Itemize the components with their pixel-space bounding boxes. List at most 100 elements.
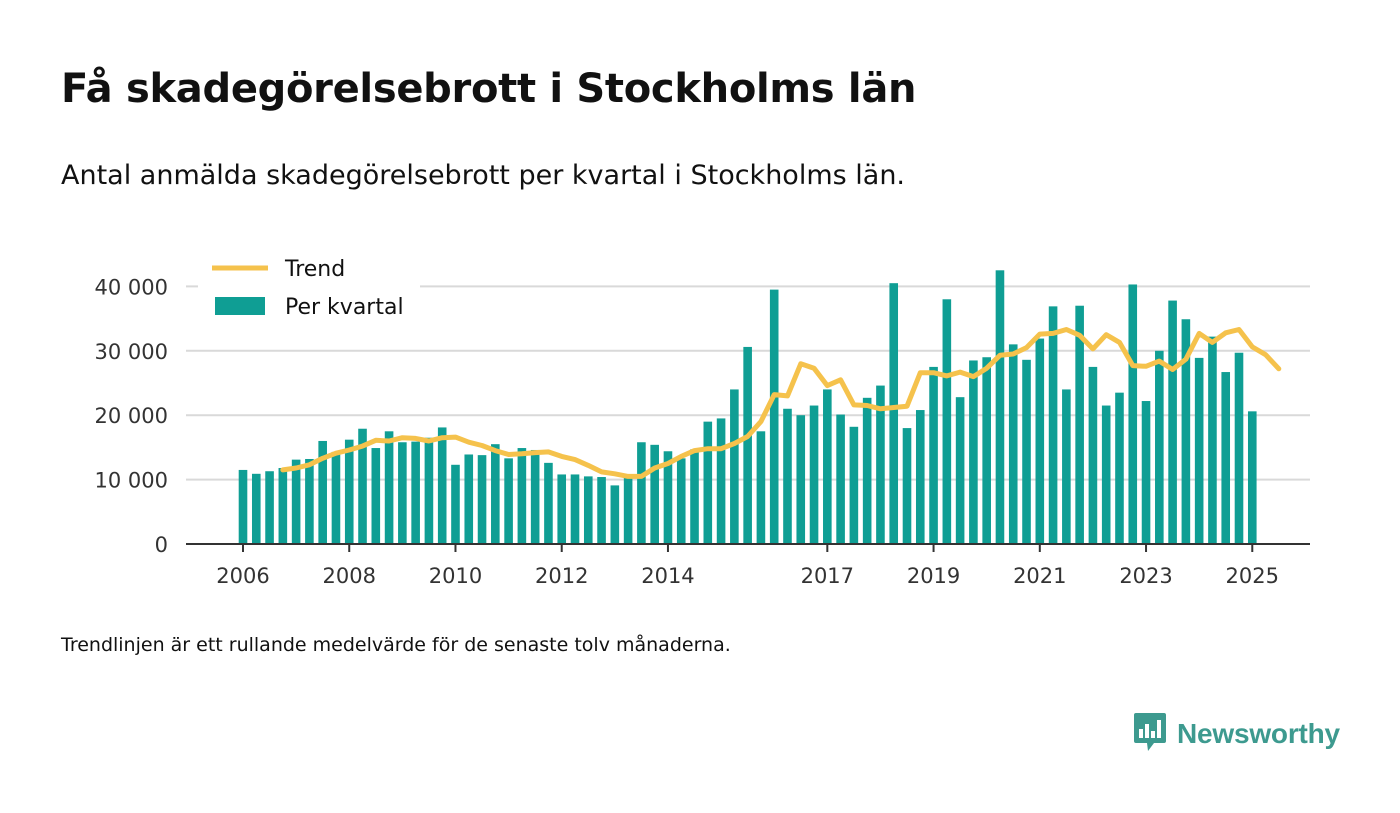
bar: [1221, 372, 1231, 544]
bar: [477, 455, 487, 544]
legend-trend-label: Trend: [284, 257, 345, 282]
y-axis-tick-labels: 0 10 000 20 000 30 000 40 000: [95, 275, 168, 557]
bar: [318, 440, 327, 544]
chart-footnote: Trendlinjen är ett rullande medelvärde f…: [61, 634, 731, 656]
bar: [1035, 338, 1045, 544]
bar: [756, 431, 766, 544]
bar: [955, 397, 965, 544]
bar: [557, 474, 567, 544]
bar: [530, 449, 540, 544]
bar: [823, 389, 832, 544]
bar: [796, 415, 806, 544]
y-tick-label: 0: [155, 533, 168, 557]
bar: [743, 346, 752, 544]
bar: [437, 427, 447, 544]
bar: [610, 485, 620, 544]
bar: [331, 451, 341, 544]
bar: [730, 389, 739, 544]
x-tick-label: 2025: [1226, 564, 1279, 588]
bar: [265, 471, 274, 544]
x-tick-label: 2012: [535, 564, 588, 588]
bar: [1048, 306, 1058, 544]
bar: [663, 451, 673, 544]
bar: [1247, 411, 1257, 544]
bar: [278, 468, 288, 544]
bar: [398, 442, 407, 544]
bar: [424, 437, 434, 544]
bar: [305, 458, 314, 544]
bar: [1128, 284, 1138, 544]
bar: [862, 397, 872, 544]
x-axis-tick-labels: 2006 2008 2010 2012 2014 2017 2019 2021 2023 2025: [216, 564, 1279, 588]
bar: [1022, 359, 1031, 544]
bar: [1155, 350, 1164, 544]
bar: [597, 477, 606, 544]
bar: [902, 428, 912, 544]
bar: [690, 449, 699, 544]
x-tick-label: 2006: [216, 564, 269, 588]
bar: [1194, 357, 1204, 544]
bar: [982, 357, 991, 544]
x-tick-label: 2014: [641, 564, 694, 588]
x-tick-label: 2008: [323, 564, 376, 588]
bar: [836, 414, 845, 544]
bar: [451, 464, 460, 544]
trend-series: [280, 327, 1282, 479]
bar: [1101, 405, 1111, 544]
bar: [1181, 319, 1191, 544]
bar: [703, 421, 713, 544]
trend-line: [280, 327, 1282, 479]
bar: [716, 418, 726, 544]
chart-title: Få skadegörelsebrott i Stockholms län: [61, 66, 917, 112]
x-tick-label: 2021: [1013, 564, 1066, 588]
bar: [238, 469, 248, 544]
y-tick-label: 20 000: [95, 404, 168, 428]
x-tick-label: 2010: [429, 564, 482, 588]
bar: [291, 459, 301, 544]
bar: [1208, 336, 1217, 544]
bar: [1234, 352, 1244, 544]
bar: [570, 474, 580, 544]
brand-logo: Newsworthy: [1133, 712, 1340, 756]
x-axis: [186, 543, 1310, 552]
chart-subtitle: Antal anmälda skadegörelsebrott per kvar…: [61, 160, 906, 191]
bar: [623, 475, 633, 544]
bar: [995, 270, 1005, 544]
bar: [384, 431, 394, 544]
legend-bar-swatch: [215, 297, 265, 315]
bar: [915, 410, 925, 544]
bar: [251, 473, 261, 544]
bar: [504, 458, 513, 544]
brand-name: Newsworthy: [1177, 718, 1340, 749]
bar: [517, 448, 527, 544]
bar: [637, 442, 646, 544]
bar: [969, 360, 978, 544]
bar: [544, 462, 553, 544]
bar: [889, 283, 899, 544]
bar: [876, 385, 885, 544]
bar: [849, 426, 859, 544]
bar: [1141, 401, 1151, 544]
bar: [1075, 305, 1084, 544]
bar: [371, 448, 381, 544]
bar: [783, 408, 792, 544]
bar: [942, 299, 952, 544]
bar: [1088, 366, 1098, 544]
bar: [769, 289, 779, 544]
bar: [676, 458, 686, 544]
legend-background: [198, 248, 420, 332]
x-tick-label: 2017: [801, 564, 854, 588]
bar: [1168, 300, 1177, 544]
bar-series-per-kvartal: [238, 270, 1257, 544]
bar: [929, 366, 938, 544]
x-tick-label: 2023: [1119, 564, 1172, 588]
bar: [344, 439, 354, 544]
bar: [1062, 389, 1071, 544]
bar: [464, 454, 474, 544]
bar: [1008, 344, 1018, 544]
y-tick-label: 40 000: [95, 275, 168, 299]
x-tick-label: 2019: [907, 564, 960, 588]
legend: Trend Per kvartal: [198, 248, 420, 332]
newsworthy-logo-icon: [1133, 712, 1167, 756]
bar: [491, 444, 500, 544]
